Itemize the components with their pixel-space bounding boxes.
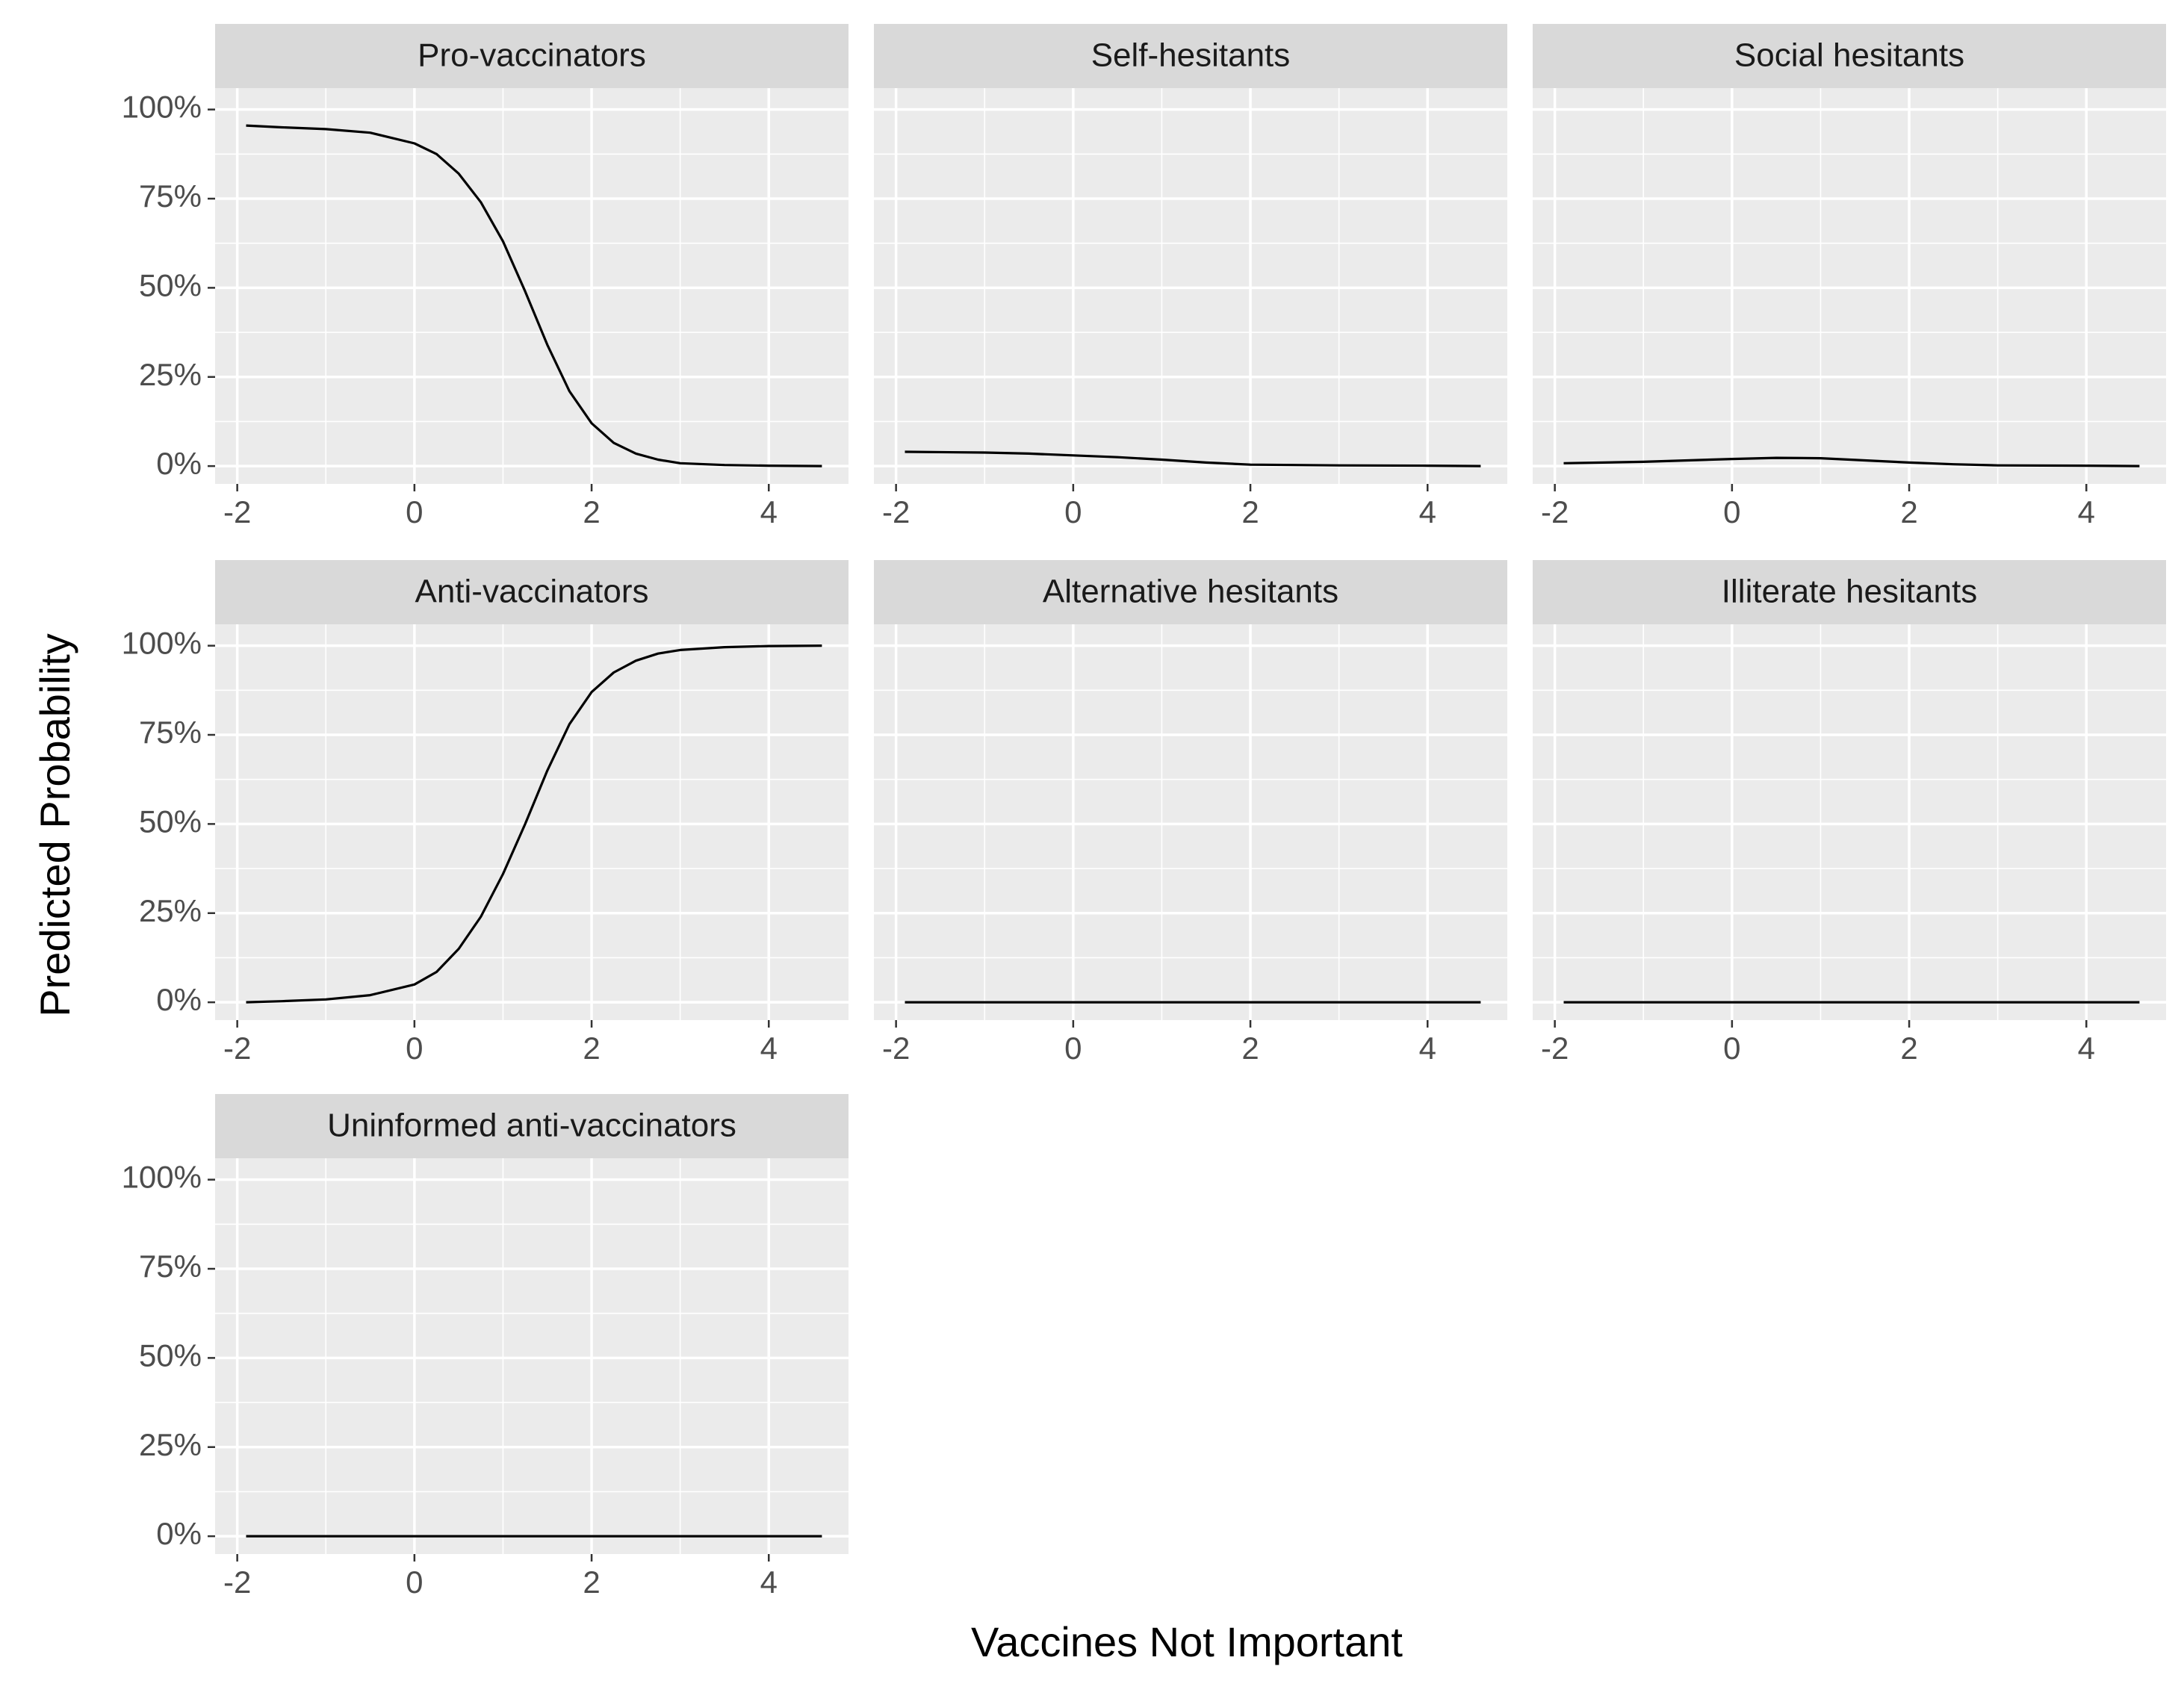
- panel-title: Alternative hesitants: [1043, 574, 1338, 610]
- y-tick-label: 75%: [139, 1249, 202, 1284]
- panel-background: [215, 624, 849, 1020]
- y-tick-label: 0%: [156, 446, 202, 481]
- y-tick-label: 100%: [122, 90, 202, 125]
- x-tick-label: 2: [583, 494, 600, 529]
- y-tick-label: 100%: [122, 1160, 202, 1195]
- panel-title: Social hesitants: [1734, 37, 1964, 74]
- x-tick-label: 4: [760, 1565, 778, 1600]
- panel-strip: [874, 560, 1507, 624]
- series-line-social-hesitants: [1563, 456, 2140, 467]
- x-tick-label: 0: [406, 494, 423, 529]
- x-tick-label: -2: [882, 494, 910, 529]
- panel-title: Uninformed anti-vaccinators: [327, 1107, 736, 1144]
- panel-pro-vaccinators: Pro-vaccinators -2 0 2 4 0% 25% 50% 75% 100%: [122, 24, 849, 529]
- y-tick-label: 25%: [139, 893, 202, 928]
- panel-strip: [1533, 560, 2166, 624]
- panel-background: [215, 88, 849, 484]
- x-tick-label: -2: [882, 1031, 910, 1066]
- y-tick-label: 50%: [139, 1337, 202, 1373]
- x-tick-label: 2: [583, 1565, 600, 1600]
- x-tick-label: 2: [1241, 1031, 1259, 1066]
- panel-background: [1533, 88, 2166, 484]
- x-tick-label: 0: [1064, 1031, 1082, 1066]
- panel-strip: [215, 560, 849, 624]
- series-line-pro-vaccinators: [246, 124, 822, 467]
- panel-alternative-hesitants: Alternative hesitants -2 0 2 4: [874, 560, 1507, 1066]
- series-line-anti-vaccinators: [246, 644, 822, 1004]
- x-tick-label: -2: [1541, 494, 1569, 529]
- facet-panels: Pro-vaccinators -2 0 2 4 0% 25% 50% 75% 100% Self-…: [122, 24, 2166, 1600]
- panel-background: [874, 88, 1507, 484]
- panel-title: Anti-vaccinators: [415, 574, 648, 610]
- x-tick-label: 0: [1723, 494, 1740, 529]
- x-tick-label: 2: [1900, 494, 1917, 529]
- panel-title: Pro-vaccinators: [418, 37, 646, 74]
- y-tick-label: 75%: [139, 178, 202, 214]
- x-tick-label: 4: [1419, 494, 1436, 529]
- y-axis-title: Predicted Probability: [31, 633, 78, 1017]
- y-tick-label: 50%: [139, 804, 202, 839]
- panel-strip: [1533, 24, 2166, 88]
- y-tick-label: 50%: [139, 267, 202, 302]
- x-axis-title: Vaccines Not Important: [971, 1618, 1403, 1665]
- panel-social-hesitants: Social hesitants -2 0 2 4: [1533, 24, 2166, 529]
- y-tick-label: 25%: [139, 1427, 202, 1462]
- x-tick-label: 4: [2078, 494, 2095, 529]
- x-tick-label: 4: [1419, 1031, 1436, 1066]
- x-tick-label: 0: [1064, 494, 1082, 529]
- x-tick-label: 4: [2078, 1031, 2095, 1066]
- x-tick-label: 0: [406, 1565, 423, 1600]
- x-tick-label: 0: [1723, 1031, 1740, 1066]
- x-tick-label: -2: [1541, 1031, 1569, 1066]
- panel-anti-vaccinators: Anti-vaccinators -2 0 2 4 0% 25% 50% 75% 100%: [122, 560, 849, 1066]
- panel-strip: [874, 24, 1507, 88]
- y-tick-label: 100%: [122, 626, 202, 661]
- y-tick-label: 0%: [156, 1516, 202, 1551]
- x-tick-label: -2: [223, 1031, 251, 1066]
- panel-illiterate-hesitants: Illiterate hesitants -2 0 2 4: [1533, 560, 2166, 1066]
- x-tick-label: 2: [1241, 494, 1259, 529]
- panel-self-hesitants: Self-hesitants -2 0 2 4: [874, 24, 1507, 529]
- series-line-self-hesitants: [905, 450, 1481, 467]
- panel-strip: [215, 24, 849, 88]
- panel-title: Self-hesitants: [1091, 37, 1291, 74]
- y-tick-label: 25%: [139, 357, 202, 392]
- x-tick-label: 4: [760, 494, 778, 529]
- x-tick-label: 0: [406, 1031, 423, 1066]
- panel-background: [215, 1158, 849, 1554]
- panel-strip: [215, 1094, 849, 1158]
- panel-title: Illiterate hesitants: [1722, 574, 1977, 610]
- panel-background: [874, 624, 1507, 1020]
- x-tick-label: -2: [223, 494, 251, 529]
- y-tick-label: 75%: [139, 715, 202, 750]
- y-tick-label: 0%: [156, 982, 202, 1017]
- x-tick-label: 4: [760, 1031, 778, 1066]
- x-tick-label: 2: [583, 1031, 600, 1066]
- x-tick-label: -2: [223, 1565, 251, 1600]
- panel-uninformed-anti-vaccinators: Uninformed anti-vaccinators -2 0 2 4 0% 25% 50%…: [122, 1094, 849, 1600]
- panel-background: [1533, 624, 2166, 1020]
- x-tick-label: 2: [1900, 1031, 1917, 1066]
